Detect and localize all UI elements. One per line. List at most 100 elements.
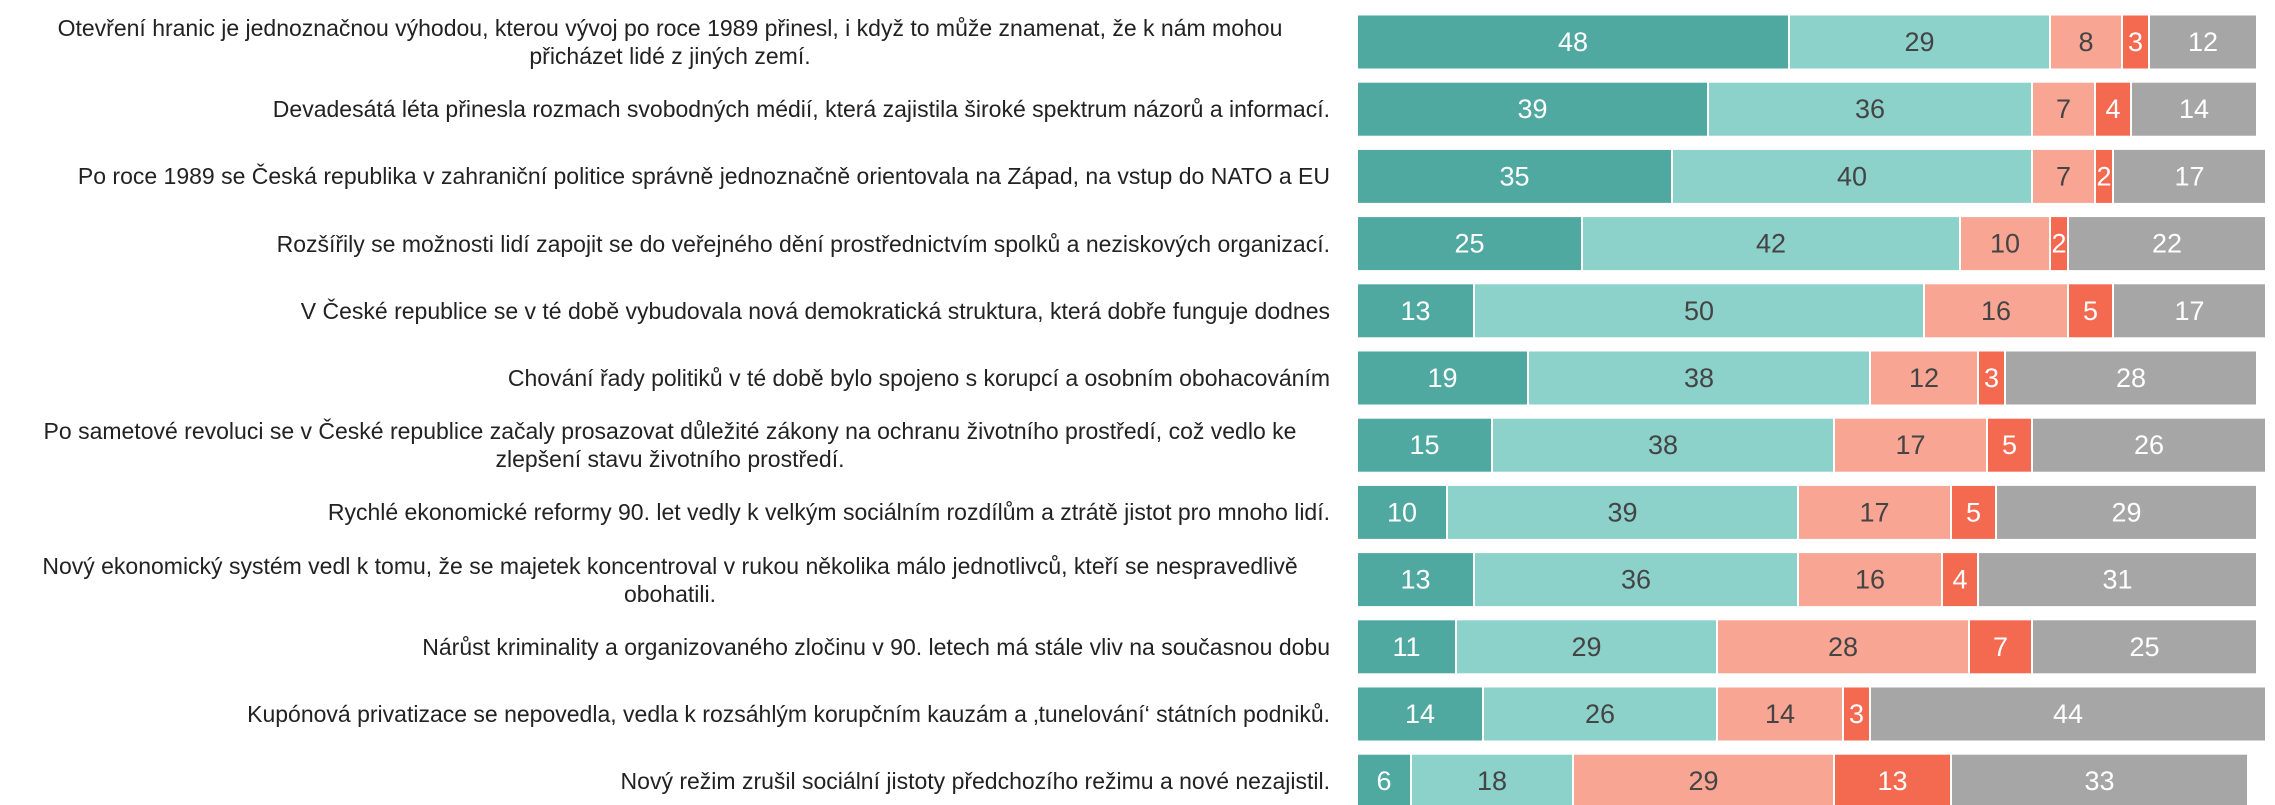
bar-segment [2031,416,2267,474]
bar-segment [1527,349,1871,407]
value-label: 7 [1993,632,2008,662]
value-label: 31 [2102,565,2132,595]
bar-segment [1797,483,1952,541]
value-label: 17 [1895,430,1925,460]
bar-segment [2112,282,2267,340]
value-label: 3 [1984,363,1999,393]
category-label-row: Rozšířily se možnosti lidí zapojit se do… [0,212,1330,276]
value-label: 36 [1855,94,1885,124]
category-label-row: Devadesátá léta přinesla rozmach svobodn… [0,77,1330,141]
category-label-row: Otevření hranic je jednoznačnou výhodou,… [0,10,1330,74]
bar-segment [1941,551,1979,609]
value-label: 28 [1828,632,1858,662]
value-label: 17 [2174,161,2204,191]
value-label: 7 [2056,94,2071,124]
value-label: 29 [1571,632,1601,662]
bar-segment [2067,215,2267,273]
bar-segment [1410,752,1574,805]
bar-segment [2148,13,2258,71]
value-label: 13 [1877,766,1907,796]
value-label: 29 [2111,497,2141,527]
bar-segment [1356,551,1475,609]
bar-segment [1356,349,1529,407]
bar-segment [1716,618,1970,676]
value-label: 11 [1392,632,1420,662]
bar-segment [1473,282,1925,340]
category-label: Otevření hranic je jednoznačnou výhodou,… [57,15,1283,69]
category-label-row: V České republice se v té době vybudoval… [0,279,1330,343]
value-label: 26 [1585,699,1615,729]
bar-segment [2130,80,2258,138]
category-label-row: Nový ekonomický systém vedl k tomu, že s… [0,548,1330,612]
bar-segment [1959,215,2051,273]
category-label: Devadesátá léta přinesla rozmach svobodn… [272,96,1330,123]
value-label: 36 [1621,565,1651,595]
category-label: Rychlé ekonomické reformy 90. let vedly … [327,499,1330,526]
category-label-row: Kupónová privatizace se nepovedla, vedla… [0,682,1330,746]
bar-segment [1797,551,1943,609]
bar-segment [1950,483,1997,541]
category-label: V České republice se v té době vybudoval… [300,297,1330,324]
category-label: Rozšířily se možnosti lidí zapojit se do… [276,230,1330,257]
category-label: Chování řady politiků v té době bylo spo… [507,365,1330,391]
bar-segment [1473,551,1799,609]
value-label: 29 [1688,766,1718,796]
value-label: 6 [1376,766,1391,796]
category-label-row: Nový režim zrušil sociální jistoty předc… [0,749,1330,805]
category-label: Kupónová privatizace se nepovedla, vedla… [247,701,1330,727]
bar-segment [1995,483,2258,541]
value-label: 17 [1859,497,1889,527]
bar-segment [1869,685,2267,743]
category-label: Nárůst kriminality a organizovaného zloč… [422,633,1330,660]
value-label: 25 [2129,632,2159,662]
bar-segment [1356,483,1448,541]
bar-segment [1986,416,2033,474]
value-label: 16 [1855,565,1885,595]
category-label-row: Po roce 1989 se Česká republika v zahran… [0,144,1330,208]
category-label: Po sametové revoluci se v České republic… [43,418,1297,473]
value-label: 38 [1648,430,1678,460]
bar-segment [1950,752,2249,805]
value-label: 5 [2083,296,2098,326]
value-label: 7 [2056,161,2071,191]
value-label: 5 [2002,430,2017,460]
value-label: 48 [1558,27,1588,57]
bar-segment [2031,147,2096,205]
category-label-row: Chování řady politiků v té době bylo spo… [0,346,1330,410]
value-label: 2 [2096,161,2111,191]
value-label: 15 [1409,430,1439,460]
bar-segment [2067,282,2114,340]
category-label: Po roce 1989 se Česká republika v zahran… [77,163,1330,190]
bar-segment [1356,685,1484,743]
category-label: Nový ekonomický systém vedl k tomu, že s… [42,552,1298,607]
value-label: 17 [2174,296,2204,326]
bar-segment [1671,147,2033,205]
value-label: 33 [2084,766,2114,796]
bar-segment [1977,551,2258,609]
value-label: 14 [2179,94,2209,124]
bar-segment [1356,618,1457,676]
category-label: Nový režim zrušil sociální jistoty předc… [620,768,1330,795]
bar-segment [1716,685,1844,743]
bar-segment [1356,215,1583,273]
bar-segment [1356,80,1709,138]
value-label: 40 [1837,161,1867,191]
value-label: 29 [1904,27,1934,57]
bar-segment [1788,13,2051,71]
value-label: 22 [2152,229,2182,259]
value-label: 19 [1427,363,1457,393]
value-label: 14 [1765,699,1795,729]
value-label: 12 [2188,27,2218,57]
value-label: 14 [1405,699,1435,729]
value-label: 5 [1966,497,1981,527]
bar-segment [1356,752,1412,805]
value-label: 4 [2105,94,2120,124]
bar-segment [1833,752,1952,805]
value-label: 25 [1454,229,1484,259]
value-label: 10 [1387,497,1417,527]
value-label: 8 [2078,27,2093,57]
value-label: 16 [1981,296,2011,326]
value-label: 3 [1849,699,1864,729]
